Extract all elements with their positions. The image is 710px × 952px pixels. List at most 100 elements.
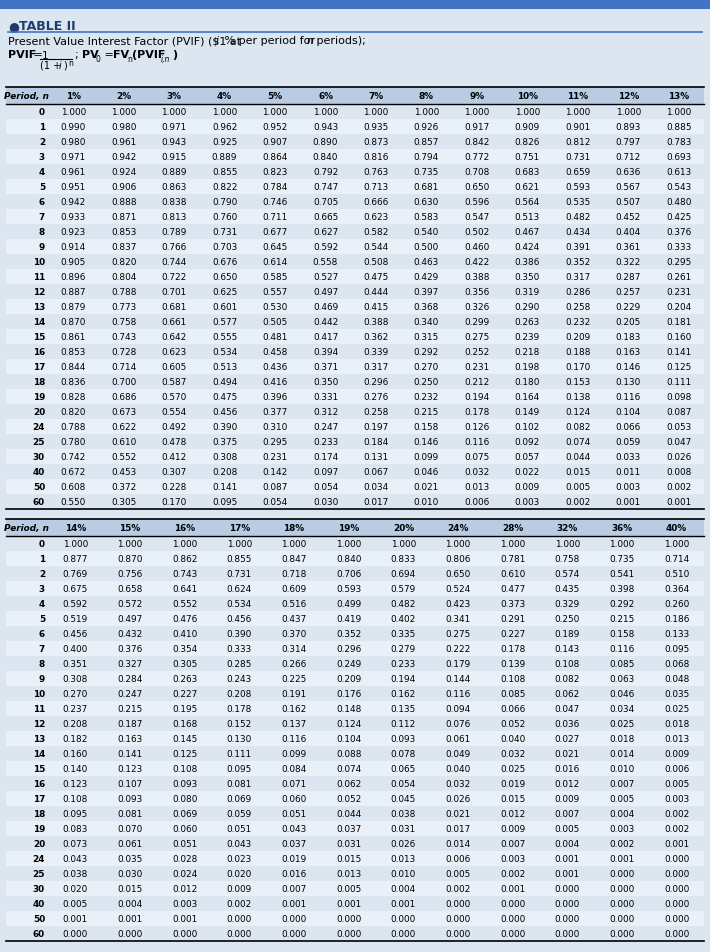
Text: 0.009: 0.009 <box>500 824 525 833</box>
Text: 0.063: 0.063 <box>609 674 635 684</box>
Text: 0.036: 0.036 <box>555 720 580 728</box>
Text: 0.266: 0.266 <box>281 660 307 668</box>
Text: 0.019: 0.019 <box>281 854 307 863</box>
Text: 0.436: 0.436 <box>263 363 288 371</box>
Text: 0.370: 0.370 <box>281 629 307 639</box>
Text: 0.084: 0.084 <box>281 764 307 773</box>
Text: 0.291: 0.291 <box>500 614 525 624</box>
Text: 0.853: 0.853 <box>111 228 136 237</box>
Text: 0.396: 0.396 <box>263 392 288 402</box>
Text: 0.416: 0.416 <box>263 378 288 387</box>
Text: 0.033: 0.033 <box>616 452 641 462</box>
Polygon shape <box>6 746 704 762</box>
Text: 0.621: 0.621 <box>515 183 540 191</box>
Text: 1.000: 1.000 <box>162 108 187 117</box>
Text: 0.335: 0.335 <box>391 629 416 639</box>
Text: 0.475: 0.475 <box>212 392 237 402</box>
Text: 0.006: 0.006 <box>464 498 490 506</box>
Text: 1.000: 1.000 <box>336 540 361 548</box>
Text: 0.665: 0.665 <box>313 213 338 222</box>
Text: 2: 2 <box>39 138 45 147</box>
Text: 0: 0 <box>39 108 45 117</box>
Text: 0.141: 0.141 <box>666 347 692 357</box>
Text: 0.836: 0.836 <box>60 378 86 387</box>
Text: 0.005: 0.005 <box>62 899 88 908</box>
Text: 0.855: 0.855 <box>226 554 252 564</box>
Text: 0.037: 0.037 <box>281 839 307 848</box>
Text: 0.263: 0.263 <box>515 318 540 327</box>
Text: 0.371: 0.371 <box>313 363 338 371</box>
Polygon shape <box>6 480 704 494</box>
Text: 1.000: 1.000 <box>60 108 86 117</box>
Text: 0.676: 0.676 <box>212 258 237 267</box>
Text: 0.005: 0.005 <box>555 824 580 833</box>
Text: 0.107: 0.107 <box>117 779 143 788</box>
Text: 0.083: 0.083 <box>62 824 88 833</box>
Text: 0.773: 0.773 <box>111 303 136 311</box>
Text: 0.258: 0.258 <box>565 303 591 311</box>
Text: 0.792: 0.792 <box>313 168 338 177</box>
Text: 0.933: 0.933 <box>60 213 86 222</box>
Text: 0.658: 0.658 <box>117 585 143 593</box>
Text: 17: 17 <box>33 363 45 371</box>
Text: 16%: 16% <box>174 524 195 532</box>
Text: 0.500: 0.500 <box>414 243 439 251</box>
Text: 0.456: 0.456 <box>62 629 88 639</box>
Text: 0.870: 0.870 <box>117 554 143 564</box>
Text: 0.057: 0.057 <box>515 452 540 462</box>
Text: 0.333: 0.333 <box>666 243 692 251</box>
Text: 0.001: 0.001 <box>117 914 143 923</box>
Text: 0.139: 0.139 <box>500 660 525 668</box>
Text: 0.391: 0.391 <box>565 243 591 251</box>
Text: 0.375: 0.375 <box>212 438 237 446</box>
Polygon shape <box>6 551 704 566</box>
Text: 0.001: 0.001 <box>391 899 416 908</box>
Text: 0.080: 0.080 <box>172 794 197 803</box>
Text: 0.756: 0.756 <box>117 569 143 579</box>
Text: 0.879: 0.879 <box>60 303 86 311</box>
Text: 0.713: 0.713 <box>364 183 388 191</box>
Text: 0.009: 0.009 <box>555 794 580 803</box>
Text: 0.002: 0.002 <box>609 839 635 848</box>
Text: 0.061: 0.061 <box>117 839 143 848</box>
Text: 0.622: 0.622 <box>111 423 136 431</box>
Text: 0.339: 0.339 <box>364 347 388 357</box>
Text: 0.112: 0.112 <box>391 720 416 728</box>
Text: 0.513: 0.513 <box>212 363 237 371</box>
Text: 0.018: 0.018 <box>664 720 689 728</box>
Text: 0.703: 0.703 <box>212 243 237 251</box>
Text: 0.005: 0.005 <box>664 779 689 788</box>
Text: 0.823: 0.823 <box>263 168 288 177</box>
Text: 24: 24 <box>33 854 45 863</box>
Text: 0.784: 0.784 <box>263 183 288 191</box>
Text: 0.463: 0.463 <box>414 258 439 267</box>
Polygon shape <box>6 135 704 149</box>
Polygon shape <box>6 300 704 315</box>
Text: 0.285: 0.285 <box>226 660 252 668</box>
Text: 0.650: 0.650 <box>464 183 490 191</box>
Text: 0.231: 0.231 <box>666 288 692 297</box>
Text: 0.095: 0.095 <box>664 645 689 653</box>
Text: 0.942: 0.942 <box>60 198 86 207</box>
Text: 0.149: 0.149 <box>515 407 540 417</box>
Text: 0.572: 0.572 <box>117 600 143 608</box>
Text: 0.828: 0.828 <box>60 392 86 402</box>
Text: 0.681: 0.681 <box>161 303 187 311</box>
Text: 0.178: 0.178 <box>226 704 252 713</box>
Text: 0.943: 0.943 <box>162 138 187 147</box>
Text: 0.275: 0.275 <box>445 629 471 639</box>
Text: 0.673: 0.673 <box>111 407 136 417</box>
Text: 0.138: 0.138 <box>565 392 591 402</box>
Text: 0.270: 0.270 <box>62 689 88 698</box>
Text: 0.437: 0.437 <box>281 614 307 624</box>
Text: 0.012: 0.012 <box>500 809 525 818</box>
Text: 0.990: 0.990 <box>60 123 86 132</box>
Text: 0.046: 0.046 <box>609 689 635 698</box>
Text: 0.613: 0.613 <box>666 168 692 177</box>
Text: 0.124: 0.124 <box>565 407 591 417</box>
Text: 0.299: 0.299 <box>464 318 490 327</box>
Text: 0.183: 0.183 <box>616 332 641 342</box>
Text: 0.104: 0.104 <box>336 734 361 744</box>
Text: 0.145: 0.145 <box>172 734 197 744</box>
Text: 0.000: 0.000 <box>609 914 635 923</box>
